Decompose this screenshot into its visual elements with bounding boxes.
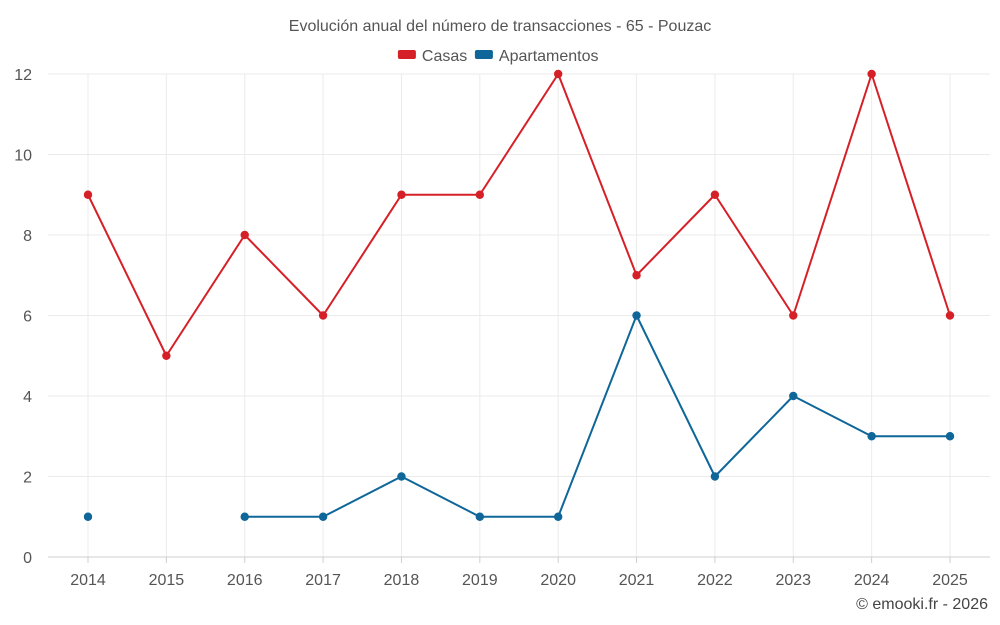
data-point-apartamentos-2024[interactable]	[867, 432, 876, 441]
data-point-apartamentos-2018[interactable]	[397, 472, 406, 481]
data-point-casas-2015[interactable]	[162, 351, 171, 360]
data-point-casas-2017[interactable]	[318, 311, 328, 320]
data-point-casas-2018[interactable]	[397, 190, 406, 199]
data-point-casas-2014[interactable]	[83, 190, 93, 199]
x-tick-label: 2025	[932, 572, 968, 589]
data-point-casas-2019[interactable]	[475, 190, 485, 199]
x-tick-label: 2023	[775, 572, 811, 589]
x-tick-label: 2019	[462, 572, 498, 589]
x-tick-label: 2021	[619, 572, 655, 589]
x-tick-label: 2015	[149, 572, 185, 589]
y-gridlines	[48, 73, 990, 477]
series-line-casas	[87, 73, 951, 357]
legend-label-apartamentos: Apartamentos	[499, 48, 599, 65]
legend-swatch-apartamentos	[474, 50, 493, 59]
y-tick-label: 2	[23, 470, 32, 487]
data-point-casas-2016[interactable]	[240, 230, 249, 240]
y-tick-label: 6	[23, 309, 32, 326]
legend[interactable]: Casas Apartamentos	[397, 48, 599, 65]
series-casas	[83, 69, 955, 360]
legend-item-casas[interactable]: Casas	[397, 48, 467, 65]
y-tick-label: 12	[14, 67, 32, 84]
y-tick-label: 0	[23, 550, 32, 567]
series-apartamentos	[83, 311, 955, 521]
data-point-casas-2023[interactable]	[789, 311, 798, 320]
x-tick-label: 2024	[854, 572, 890, 589]
y-tick-label: 4	[23, 389, 32, 406]
credit-text: © emooki.fr - 2026	[856, 596, 988, 613]
x-tick-label: 2016	[227, 572, 263, 589]
series-layer	[83, 69, 955, 521]
data-point-casas-2024[interactable]	[867, 69, 876, 79]
chart-title: Evolución anual del número de transaccio…	[289, 18, 711, 35]
data-point-apartamentos-2017[interactable]	[318, 512, 328, 521]
x-tick-label: 2014	[70, 572, 106, 589]
y-axis-ticks: 0 2 4 6 8 10 12	[14, 67, 32, 567]
data-point-apartamentos-2020[interactable]	[553, 512, 563, 521]
data-point-apartamentos-2014[interactable]	[83, 512, 93, 521]
data-point-apartamentos-2019[interactable]	[475, 512, 485, 521]
x-tick-label: 2017	[305, 572, 341, 589]
x-tick-label: 2022	[697, 572, 733, 589]
x-tick-label: 2020	[540, 572, 576, 589]
series-line-apartamentos	[244, 314, 950, 518]
legend-item-apartamentos[interactable]: Apartamentos	[474, 48, 599, 65]
data-point-apartamentos-2025[interactable]	[945, 432, 955, 441]
y-tick-label: 10	[14, 148, 32, 165]
data-point-casas-2020[interactable]	[553, 69, 563, 79]
data-point-casas-2022[interactable]	[710, 190, 720, 199]
y-tick-label: 8	[23, 228, 32, 245]
legend-swatch-casas	[397, 50, 416, 59]
legend-label-casas: Casas	[422, 48, 467, 65]
data-point-apartamentos-2016[interactable]	[240, 512, 249, 521]
x-tick-label: 2018	[384, 572, 420, 589]
data-point-apartamentos-2021[interactable]	[632, 311, 641, 320]
data-point-apartamentos-2023[interactable]	[789, 391, 798, 401]
data-point-apartamentos-2022[interactable]	[710, 472, 720, 481]
data-point-casas-2021[interactable]	[632, 271, 641, 280]
data-point-casas-2025[interactable]	[945, 311, 955, 320]
x-axis-ticks: 2014 2015 2016 2017 2018 2019 2020 2021 2022 2023…	[70, 557, 968, 589]
